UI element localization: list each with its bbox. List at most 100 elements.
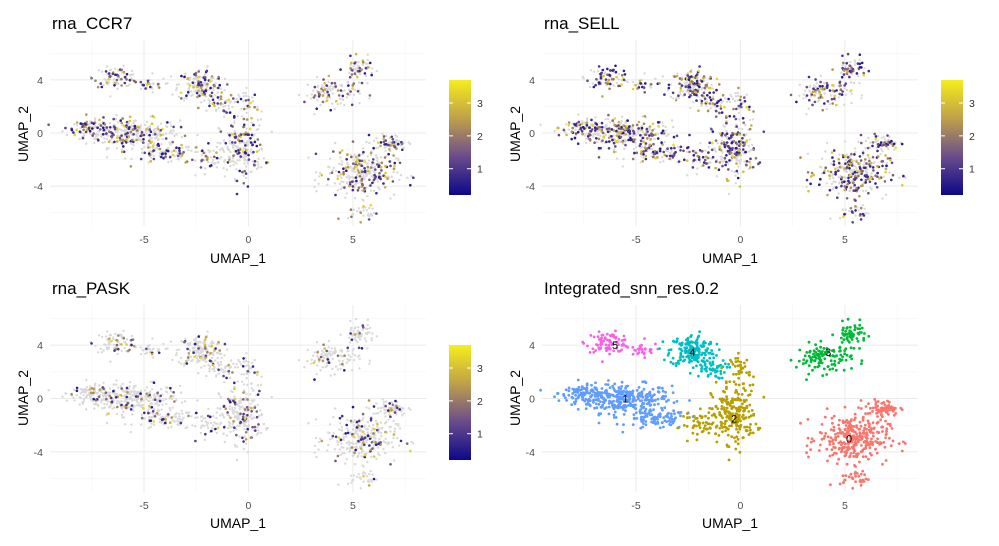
expressing-cell-point [126,73,129,76]
cell-point [204,173,206,175]
expressing-cell-point [862,213,865,216]
expressing-cell-point [719,132,722,135]
expressing-cell-point [735,162,738,165]
cell-point [219,142,221,144]
expressing-cell-point [119,137,122,140]
cell-point [384,150,386,152]
cell-point [336,174,338,176]
expressing-cell-point [201,149,204,152]
expressing-cell-point [681,84,684,87]
cell-point [539,124,541,126]
cell-point [173,135,175,137]
cell-point [235,168,237,170]
expressing-cell-point [257,138,260,141]
cell-point [661,122,663,124]
expressing-cell-point [658,82,661,85]
cell-point [843,87,845,89]
cell-point [210,156,212,158]
expressing-cell-point [644,82,647,85]
expressing-cell-point [668,87,671,90]
cell-point [242,92,244,94]
expressing-cell-point [871,145,874,148]
expressing-cell-point [340,173,343,176]
expressing-cell-point [853,184,856,187]
cell-point [102,84,104,86]
expressing-cell-point [172,154,175,157]
cell-point [110,69,112,71]
expressing-cell-point [806,179,809,182]
expressing-cell-point [868,160,871,163]
cell-point [799,84,801,86]
expressing-cell-point [745,106,748,109]
expressing-cell-point [620,131,623,134]
expressing-cell-point [82,137,85,140]
expressing-cell-point [363,160,366,163]
expressing-cell-point [334,194,337,197]
cell-point [346,192,348,194]
cell-point [370,213,372,215]
expressing-cell-point [245,131,248,134]
cell-point [307,156,309,158]
cell-point [662,160,664,162]
cell-point [203,99,205,101]
cell-point [670,83,672,85]
expressing-cell-point [125,78,128,81]
expressing-cell-point [393,165,396,168]
expressing-cell-point [869,181,872,184]
expressing-cell-point [843,213,846,216]
cell-point [368,173,370,175]
expressing-cell-point [890,179,893,182]
expressing-cell-point [578,121,581,124]
colorbar [449,80,471,195]
cell-point [333,167,335,169]
expressing-cell-point [352,185,355,188]
expressing-cell-point [164,152,167,155]
expressing-cell-point [105,70,108,73]
cell-point [200,101,202,103]
expressing-cell-point [153,158,156,161]
cell-point [869,186,871,188]
expressing-cell-point [116,140,119,143]
expressing-cell-point [166,121,169,124]
expressing-cell-point [854,171,857,174]
cell-point [242,100,244,102]
cell-point [643,72,645,74]
cell-point [218,107,220,109]
cell-point [826,182,828,184]
expressing-cell-point [363,167,366,170]
expressing-cell-point [192,81,195,84]
expressing-cell-point [245,172,248,175]
cell-point [593,71,595,73]
expressing-cell-point [251,144,254,147]
expressing-cell-point [843,167,846,170]
expressing-cell-point [337,89,340,92]
cell-point [737,92,739,94]
cell-point [352,177,354,179]
cell-point [696,167,698,169]
cell-point [858,82,860,84]
cell-point [201,154,203,156]
cell-point [877,135,879,137]
expressing-cell-point [91,122,94,125]
scatter-points [47,53,414,224]
y-tick-label: -4 [34,181,43,193]
cell-point [348,89,350,91]
cell-point [377,186,379,188]
expressing-cell-point [586,122,589,125]
cell-point [738,107,740,109]
expressing-cell-point [213,105,216,108]
cell-point [371,208,373,210]
expressing-cell-point [712,91,715,94]
cell-point [257,163,259,165]
expressing-cell-point [865,179,868,182]
expressing-cell-point [876,150,879,153]
cell-point [805,113,807,115]
cell-point [231,106,233,108]
expressing-cell-point [320,87,323,90]
cell-point [327,81,329,83]
cell-point [125,85,127,87]
cell-point [862,204,864,206]
cell-point [622,165,624,167]
cell-point [616,157,618,159]
expressing-cell-point [101,86,104,89]
